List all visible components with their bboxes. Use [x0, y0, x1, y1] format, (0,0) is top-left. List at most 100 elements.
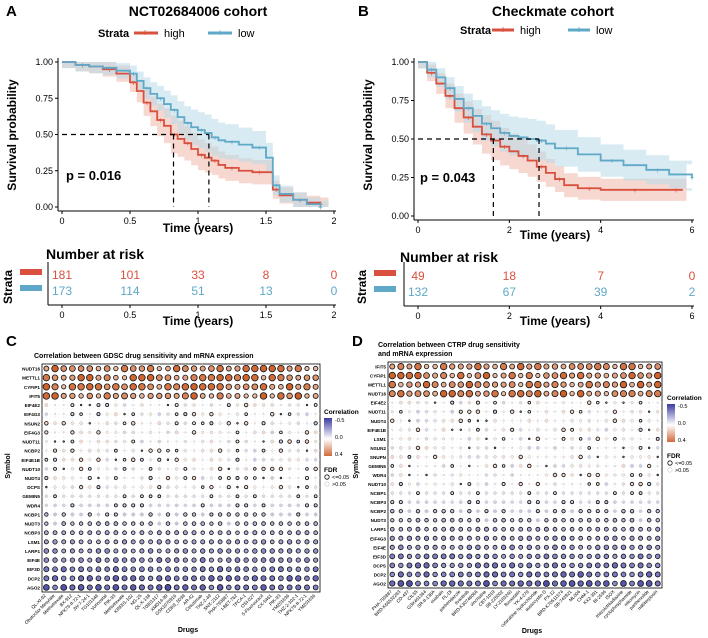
correlation-dot	[288, 449, 292, 453]
correlation-dot	[484, 446, 489, 450]
correlation-dot	[139, 393, 145, 399]
correlation-dot	[314, 439, 318, 444]
correlation-dot	[304, 566, 310, 572]
correlation-dot	[645, 580, 653, 587]
correlation-dot	[114, 403, 118, 407]
correlation-dot	[519, 410, 522, 413]
correlation-dot	[510, 500, 514, 504]
correlation-dot	[595, 553, 601, 560]
correlation-dot	[261, 430, 266, 435]
correlation-dot	[424, 491, 429, 495]
correlation-dot	[149, 422, 152, 425]
correlation-dot	[432, 454, 438, 460]
correlation-dot	[527, 446, 532, 450]
correlation-dot	[553, 446, 557, 450]
correlation-dot	[551, 363, 559, 370]
correlation-dot	[613, 428, 617, 432]
correlation-dot	[226, 503, 231, 508]
correlation-dot	[578, 553, 584, 559]
correlation-dot	[244, 439, 248, 444]
correlation-dot	[467, 527, 472, 532]
correlation-dot	[260, 548, 267, 554]
correlation-dot	[449, 571, 456, 578]
correlation-dot	[253, 422, 256, 425]
correlation-dot	[235, 448, 240, 453]
correlation-dot	[569, 562, 575, 569]
correlation-dot	[226, 521, 231, 526]
correlation-dot	[304, 476, 309, 480]
correlation-dot	[560, 571, 567, 578]
dot-plot-title: Correlation between GDSC drug sensitivit…	[34, 353, 254, 360]
correlation-dot	[536, 464, 539, 467]
correlation-dot	[441, 526, 447, 532]
correlation-dot	[562, 446, 565, 449]
drug-label: ISOX	[604, 589, 615, 600]
correlation-dot	[200, 530, 205, 535]
correlation-dot	[399, 428, 403, 432]
correlation-dot	[458, 409, 463, 414]
correlation-dot	[534, 389, 542, 398]
correlation-dot	[53, 421, 57, 426]
correlation-dot	[270, 430, 275, 435]
correlation-dot	[217, 548, 223, 554]
correlation-dot	[511, 446, 514, 449]
correlation-dot	[390, 464, 395, 468]
correlation-dot	[449, 363, 456, 370]
correlation-dot	[287, 403, 292, 407]
correlation-dot	[208, 575, 215, 582]
correlation-dot	[534, 580, 541, 587]
correlation-dot	[535, 518, 540, 523]
panel-letter: B	[358, 3, 369, 20]
correlation-dot	[648, 437, 651, 440]
correlation-dot	[621, 526, 626, 532]
correlation-dot	[424, 410, 429, 414]
correlation-dot	[166, 485, 170, 489]
correlation-dot	[208, 539, 214, 545]
correlation-dot	[296, 448, 300, 453]
correlation-dot	[96, 512, 101, 517]
correlation-dot	[423, 372, 430, 379]
correlation-dot	[278, 530, 284, 536]
correlation-dot	[112, 383, 120, 391]
correlation-dot	[569, 372, 576, 379]
correlation-dot	[654, 580, 661, 587]
correlation-dot	[77, 584, 85, 591]
correlation-dot	[312, 374, 319, 381]
correlation-dot	[433, 401, 437, 404]
correlation-dot	[441, 464, 446, 468]
correlation-dot	[389, 571, 395, 578]
correlation-dot	[149, 440, 152, 443]
correlation-dot	[132, 486, 135, 489]
correlation-dot	[527, 491, 532, 495]
correlation-dot	[96, 485, 101, 490]
correlation-dot	[312, 393, 319, 399]
drug-label: PL-DI	[441, 589, 453, 601]
correlation-dot	[543, 526, 549, 532]
correlation-dot	[297, 467, 300, 470]
correlation-dot	[97, 476, 100, 480]
symbol-label: DCP2	[28, 576, 41, 581]
symbol-label: GEMIN5	[368, 464, 386, 469]
correlation-dot	[44, 503, 49, 508]
correlation-dot	[217, 539, 223, 545]
correlation-dot	[70, 430, 75, 435]
correlation-dot	[295, 575, 302, 582]
correlation-dot	[561, 500, 566, 505]
x-tick-label: 0	[415, 225, 420, 235]
correlation-dot	[485, 410, 488, 413]
symbol-label: NCBP2	[370, 509, 386, 514]
correlation-dot	[406, 571, 413, 578]
correlation-dot	[184, 431, 187, 434]
correlation-dot	[561, 517, 566, 523]
correlation-dot	[577, 381, 584, 388]
correlation-dot	[96, 403, 101, 407]
correlation-dot	[131, 448, 135, 453]
correlation-dot	[629, 580, 635, 587]
correlation-dot	[158, 431, 161, 434]
symbol-label: NCBP1	[24, 512, 40, 517]
correlation-dot	[535, 526, 541, 532]
correlation-dot	[182, 539, 188, 545]
correlation-dot	[313, 365, 319, 372]
correlation-dot	[270, 411, 275, 417]
